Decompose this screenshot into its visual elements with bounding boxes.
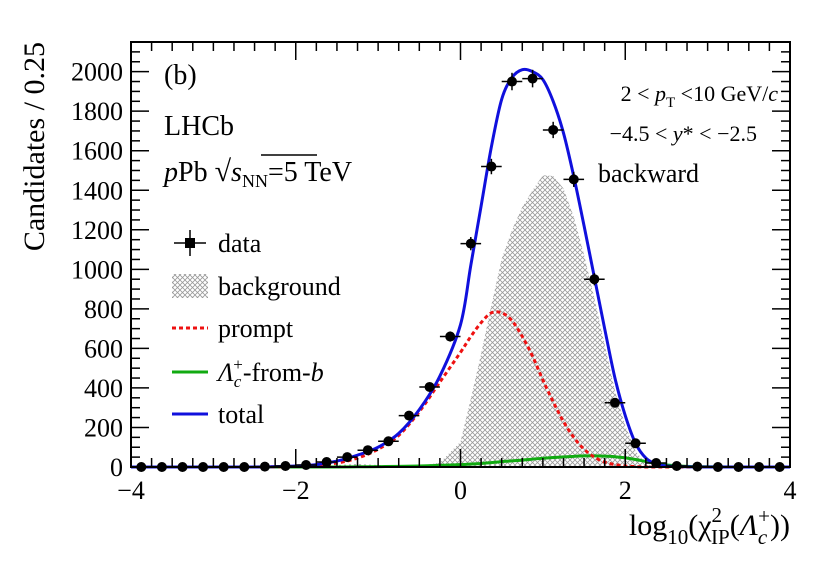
data-marker	[445, 331, 456, 342]
data-marker	[342, 452, 353, 463]
x-tick-label: 2	[619, 476, 632, 505]
data-marker	[424, 381, 435, 392]
data-marker	[404, 410, 415, 421]
data-marker	[486, 161, 497, 172]
legend-item-prompt: prompt	[172, 314, 294, 343]
legend-item-total: total	[172, 400, 264, 429]
data-marker	[589, 274, 600, 285]
data-point	[336, 452, 358, 463]
data-marker	[362, 445, 373, 456]
data-point	[563, 171, 585, 187]
y-tick-label: 1600	[71, 137, 123, 166]
y-axis-label: Candidates / 0.25	[18, 42, 51, 251]
annotation-pt: 2 < pT <10 GeV/c	[621, 81, 779, 111]
data-point	[522, 69, 543, 88]
data-marker	[383, 436, 394, 447]
experiment-label: LHCb	[164, 111, 234, 142]
y-tick-label: 200	[84, 413, 123, 442]
system-label: pPb √sNN=5 TeV	[162, 155, 352, 191]
data-point	[584, 273, 605, 286]
data-point	[295, 460, 317, 471]
data-marker	[506, 76, 517, 87]
y-tick-label: 2000	[71, 58, 123, 87]
legend-label-data: data	[218, 229, 262, 258]
panel-label: (b)	[164, 60, 197, 91]
data-point	[604, 397, 626, 408]
x-axis-label: log10(χ2 IP(Λc+))	[629, 503, 790, 549]
y-tick-label: 1400	[71, 176, 123, 205]
data-marker	[568, 174, 579, 185]
legend-item-background: background	[172, 272, 341, 301]
data-marker	[630, 438, 641, 449]
data-marker	[321, 457, 332, 468]
legend-label-prompt: prompt	[218, 314, 294, 343]
legend-label-fromb: Λc+-from-b	[215, 355, 324, 391]
annotation-direction: backward	[598, 159, 699, 188]
data-point	[481, 158, 502, 175]
y-tick-label: 1800	[71, 97, 123, 126]
data-marker	[465, 238, 476, 249]
data-marker	[527, 73, 538, 84]
y-tick-label: 400	[84, 374, 123, 403]
data-marker	[651, 458, 662, 469]
data-point	[625, 438, 646, 449]
data-point	[398, 410, 420, 421]
data-point	[419, 381, 440, 392]
data-point	[439, 331, 461, 342]
data-marker	[548, 124, 559, 135]
y-tick-label: 1000	[71, 255, 123, 284]
axis-ticks-layer: −4 −2 0 2 4 0 200 400 600 800 1000 1200 1400 1600 1800…	[71, 41, 797, 505]
total-curve	[130, 67, 790, 469]
x-tick-label: 0	[454, 476, 467, 505]
data-marker	[609, 397, 620, 408]
legend-label-background: background	[218, 272, 341, 301]
y-tick-label: 0	[110, 453, 123, 482]
legend: data background prompt Λc+-from-b total	[172, 229, 341, 429]
data-point	[378, 436, 399, 447]
data-point	[645, 458, 667, 469]
annotation-y: −4.5 < y* < −2.5	[610, 121, 757, 146]
data-point	[501, 72, 523, 91]
data-marker	[301, 460, 312, 471]
data-point	[357, 445, 379, 456]
legend-item-fromb: Λc+-from-b	[172, 355, 324, 391]
data-point	[460, 236, 482, 251]
data-point	[316, 457, 337, 468]
x-tick-label: −2	[282, 476, 310, 505]
legend-label-total: total	[218, 400, 264, 429]
y-tick-label: 800	[84, 295, 123, 324]
data-point	[542, 121, 564, 139]
legend-item-data: data	[174, 229, 262, 258]
x-tick-label: −4	[117, 476, 145, 505]
x-tick-label: 4	[784, 476, 797, 505]
y-tick-label: 600	[84, 334, 123, 363]
y-tick-label: 1200	[71, 216, 123, 245]
